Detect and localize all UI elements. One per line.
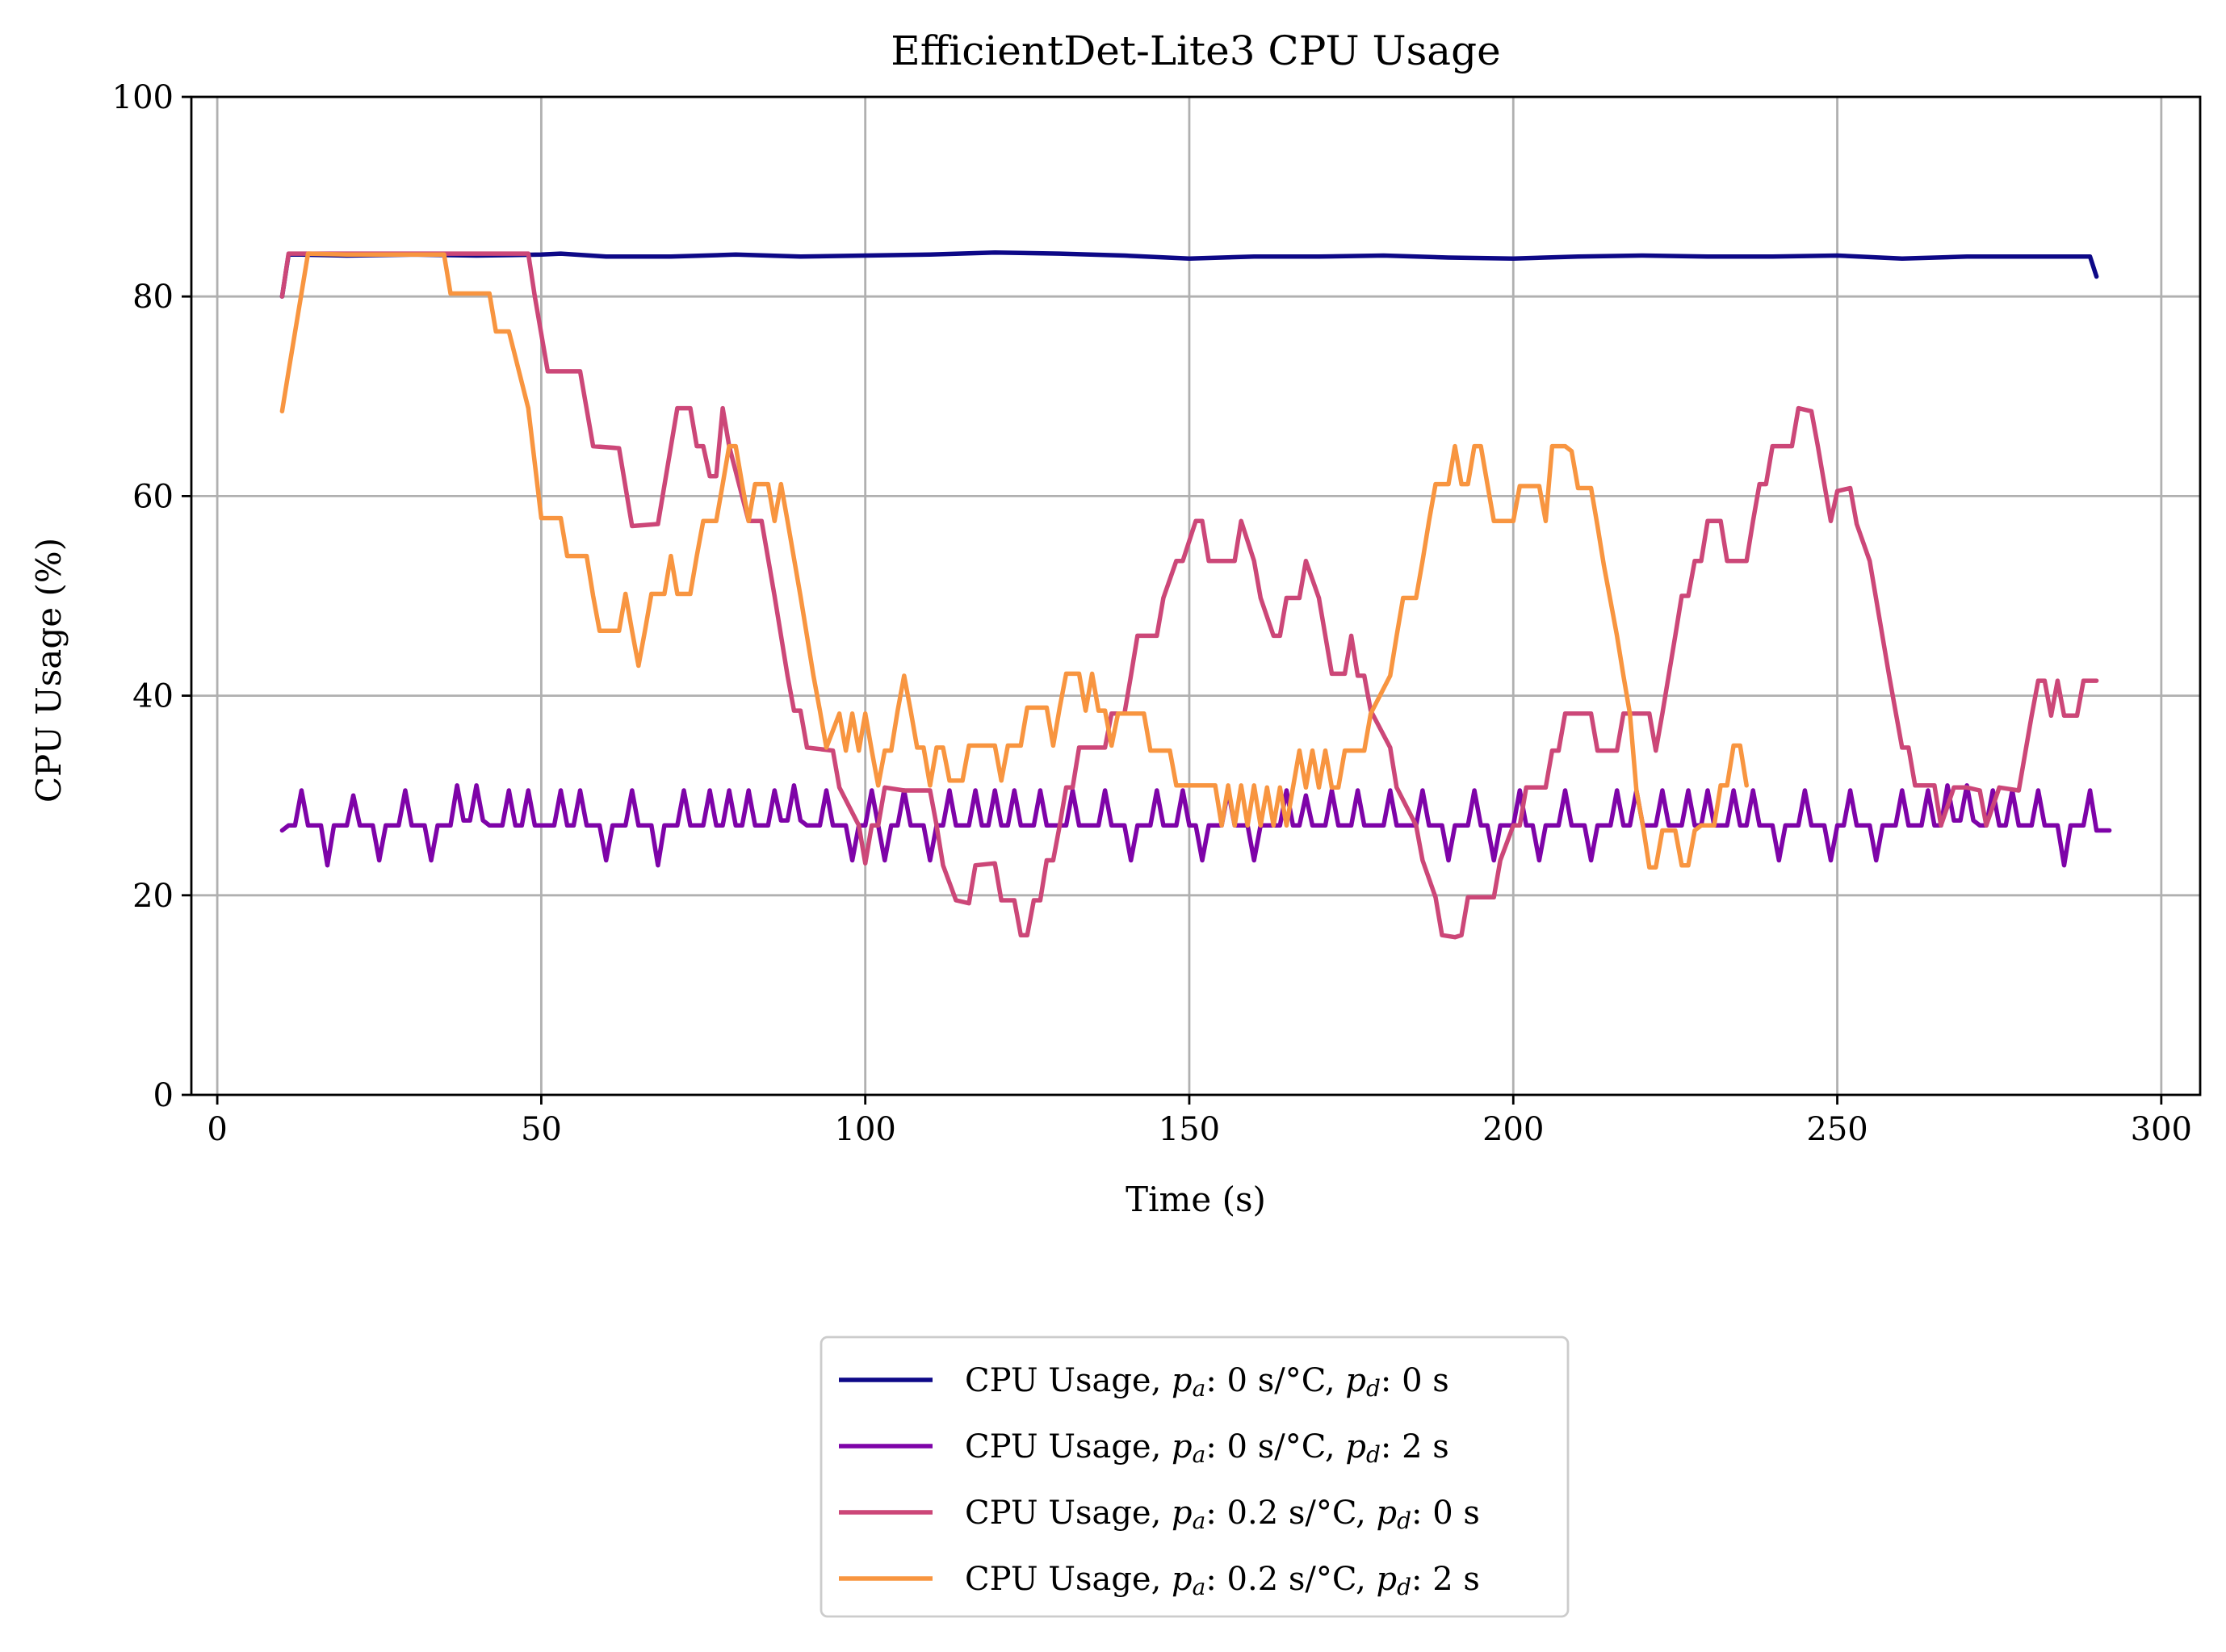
series-layer [279, 250, 2112, 940]
legend-entry: CPU Usage, pa: 0 s/°C, pd: 0 s [965, 1362, 1449, 1402]
grid [191, 95, 2200, 1096]
chart-title: EfficientDet-Lite3 CPU Usage [891, 27, 1500, 74]
x-tick-label: 250 [1806, 1111, 1868, 1148]
ticks: 0 50 100 150 200 250 300 0 20 40 60 80 100 [112, 79, 2192, 1148]
x-tick-label: 0 [207, 1111, 227, 1148]
x-axis-label: Time (s) [1126, 1180, 1266, 1219]
legend-entry: CPU Usage, pa: 0.2 s/°C, pd: 0 s [965, 1495, 1480, 1534]
x-tick-label: 200 [1482, 1111, 1544, 1148]
x-tick-label: 300 [2131, 1111, 2192, 1148]
x-tick-label: 50 [521, 1111, 562, 1148]
legend: CPU Usage, pa: 0 s/°C, pd: 0 s CPU Usage,… [820, 1335, 1570, 1618]
series-line-3 [279, 251, 2099, 940]
legend-entry: CPU Usage, pa: 0 s/°C, pd: 2 s [965, 1428, 1449, 1468]
y-tick-label: 0 [153, 1077, 174, 1114]
axes-frame [190, 95, 2202, 1096]
y-tick-label: 100 [112, 79, 174, 116]
y-tick-label: 40 [132, 678, 174, 715]
series-line-4 [279, 251, 1749, 870]
y-tick-label: 60 [132, 478, 174, 515]
legend-box [820, 1335, 1570, 1618]
series-line-2 [279, 783, 2112, 868]
x-tick-label: 100 [835, 1111, 896, 1148]
y-tick-label: 20 [132, 878, 174, 915]
y-tick-label: 80 [132, 279, 174, 316]
x-tick-label: 150 [1159, 1111, 1220, 1148]
y-axis-label: CPU Usage (%) [29, 538, 69, 803]
legend-entry: CPU Usage, pa: 0.2 s/°C, pd: 2 s [965, 1561, 1480, 1600]
